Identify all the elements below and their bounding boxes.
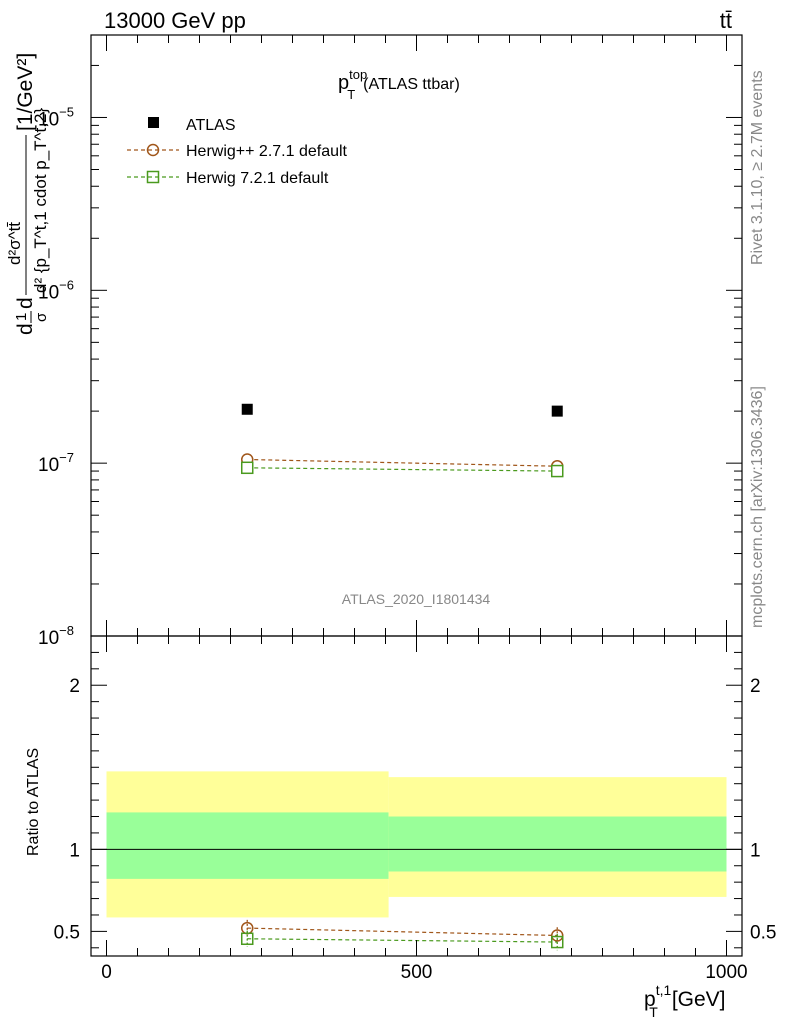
ratio-ytick-label-left: 2 <box>69 676 80 697</box>
svg-text:1: 1 <box>13 313 30 321</box>
ratio-ticks <box>91 636 742 956</box>
legend-marker-atlas <box>148 117 159 128</box>
header-right: tt̄ <box>720 8 732 33</box>
header-left: 13000 GeV pp <box>104 8 246 33</box>
analysis-watermark: ATLAS_2020_I1801434 <box>342 591 491 607</box>
ratio-xtick-label: 500 <box>401 962 433 983</box>
svg-text:d: d <box>14 297 37 309</box>
ratio-bands <box>106 771 727 918</box>
svg-text:d: d <box>14 323 37 335</box>
ratio-xtick-label: 1000 <box>705 962 747 983</box>
mcplots-label: mcplots.cern.ch [arXiv:1306.3436] <box>749 386 766 628</box>
main-ytick-label: 10−7 <box>38 450 74 476</box>
main-ytick-labels: 10−8 10−7 10−6 10−5 <box>38 104 74 649</box>
ratio-ytick-label-left: 0.5 <box>54 922 80 943</box>
main-ylabel: d 1 σ d d²σ^tt̄ d² {p_T^t,1 cdot p_T^t,2… <box>5 53 50 335</box>
ratio-ytick-label-right: 1 <box>750 840 761 861</box>
main-point-herwig7 <box>240 461 254 475</box>
main-title: ptop T(ATLAS ttbar) <box>338 67 460 102</box>
legend-label-atlas: ATLAS <box>186 117 236 134</box>
main-series-line-2 <box>247 467 558 472</box>
ratio-xtick-label: 0 <box>101 962 112 983</box>
ratio-point-herwig7 <box>240 932 254 946</box>
ratio-ytick-label-left: 1 <box>69 840 80 861</box>
svg-text:d²σ^tt̄: d²σ^tt̄ <box>5 222 24 265</box>
main-point-atlas <box>551 405 563 417</box>
ratio-band-inner <box>388 816 727 872</box>
main-point-herwig7 <box>550 464 564 478</box>
ratio-ytick-label-right: 2 <box>750 676 761 697</box>
ratio-point-herwigpp <box>550 929 564 942</box>
legend-label-herwig7: Herwig 7.2.1 default <box>186 170 329 187</box>
ratio-panel: 0.5 0.5 1 1 2 2 0 500 1000 <box>54 635 777 983</box>
ratio-ytick-label-right: 0.5 <box>750 922 776 943</box>
main-series <box>240 403 564 478</box>
svg-text:d² {p_T^t,1 cdot p_T^t,2}: d² {p_T^t,1 cdot p_T^t,2} <box>31 108 50 293</box>
rivet-label: Rivet 3.1.10, ≥ 2.7M events <box>749 70 766 265</box>
main-ytick-label: 10−8 <box>38 623 74 649</box>
legend-marker-herwigpp <box>146 143 160 157</box>
main-point-atlas <box>241 403 253 415</box>
main-ticks <box>91 35 742 637</box>
ratio-tick-labels: 0.5 0.5 1 1 2 2 0 500 1000 <box>54 676 777 983</box>
legend-label-herwigpp: Herwig++ 2.7.1 default <box>186 143 348 160</box>
svg-text:σ: σ <box>33 312 50 322</box>
ratio-series-line-1 <box>247 938 558 943</box>
ratio-xlabel: pt,1 T[GeV] <box>644 982 726 1020</box>
main-ytick-label: 10−5 <box>38 104 74 130</box>
legend-marker-herwig7 <box>146 170 160 184</box>
ratio-ylabel: Ratio to ATLAS <box>25 748 42 856</box>
ratio-band-inner <box>106 812 389 879</box>
main-series-line-1 <box>247 458 558 467</box>
main-panel: 10−8 10−7 10−6 10−5 ptop T(ATLAS ttbar) ATLA… <box>38 34 743 649</box>
ratio-series <box>240 919 564 951</box>
ratio-point-herwig7 <box>550 935 564 949</box>
svg-text:[1/GeV²]: [1/GeV²] <box>14 53 37 131</box>
legend: ATLAS Herwig++ 2.7.1 default Herwig 7.2.… <box>127 117 348 187</box>
ratio-series-line-0 <box>247 927 558 937</box>
main-ytick-label: 10−6 <box>38 277 74 303</box>
